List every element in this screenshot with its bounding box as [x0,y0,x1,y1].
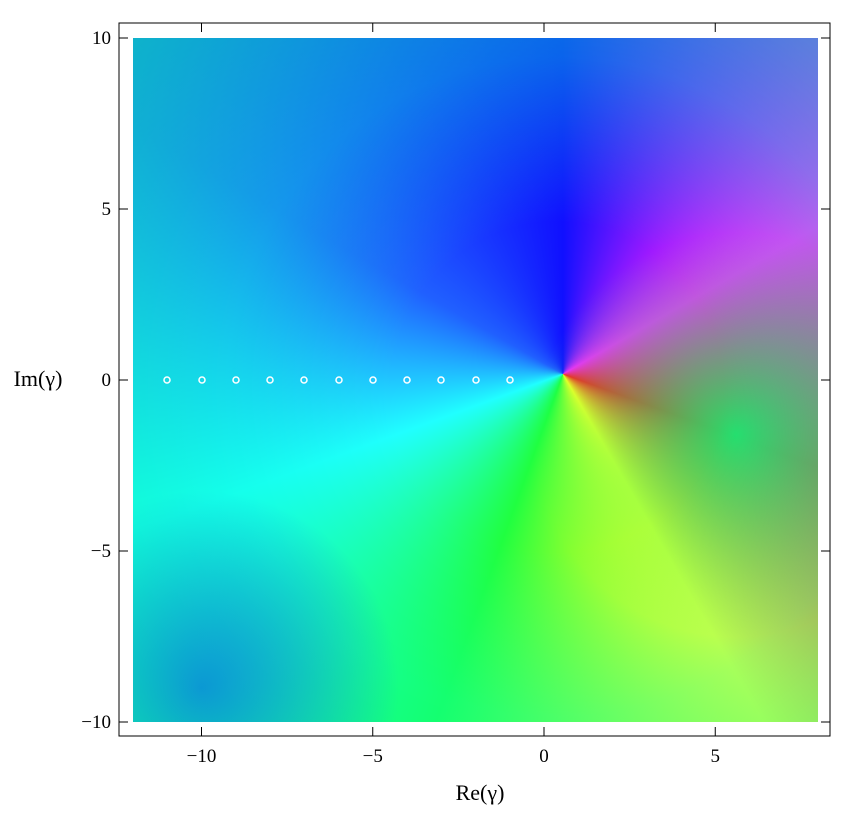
y-tick-label: 0 [102,370,112,391]
pole [232,376,240,384]
x-tick-label: −5 [363,746,383,767]
x-axis-label: Re(γ) [456,780,505,805]
pole [369,376,377,384]
pole [437,376,445,384]
y-tick-label: 5 [102,199,112,220]
x-tick-label: −10 [187,746,217,767]
poles [163,376,514,384]
domain-coloring [133,38,818,722]
pole [506,376,514,384]
pole [403,376,411,384]
pole [163,376,171,384]
frame [118,22,831,737]
x-tick-label: 0 [539,746,549,767]
pole [198,376,206,384]
pole [300,376,308,384]
pole [335,376,343,384]
y-tick-label: −5 [91,541,111,562]
x-tick-label: 5 [711,746,721,767]
pole [266,376,274,384]
y-axis-label: Im(γ) [14,366,63,391]
y-tick-label: −10 [81,712,111,733]
pole [472,376,480,384]
y-tick-label: 10 [92,28,111,49]
